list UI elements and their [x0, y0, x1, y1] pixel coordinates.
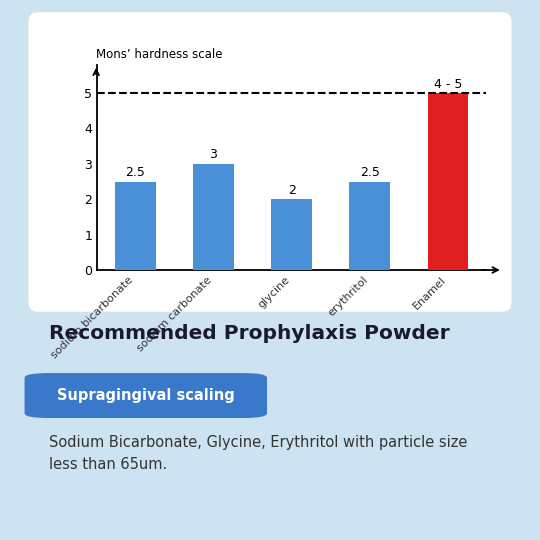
Text: Mons’ hardness scale: Mons’ hardness scale	[96, 48, 222, 61]
Text: 3: 3	[210, 148, 217, 161]
Bar	[349, 181, 390, 270]
Text: 4 - 5: 4 - 5	[434, 78, 462, 91]
Text: 2: 2	[288, 184, 295, 197]
Text: Supragingival scaling: Supragingival scaling	[57, 388, 235, 403]
Bar	[271, 199, 312, 270]
Bar	[115, 181, 156, 270]
Text: Recommended Prophylaxis Powder: Recommended Prophylaxis Powder	[49, 324, 449, 343]
Text: 2.5: 2.5	[360, 166, 380, 179]
Bar	[428, 93, 468, 270]
Text: 2.5: 2.5	[125, 166, 145, 179]
FancyBboxPatch shape	[25, 374, 266, 417]
Bar	[193, 164, 234, 270]
Text: Sodium Bicarbonate, Glycine, Erythritol with particle size
less than 65um.: Sodium Bicarbonate, Glycine, Erythritol …	[49, 435, 467, 472]
